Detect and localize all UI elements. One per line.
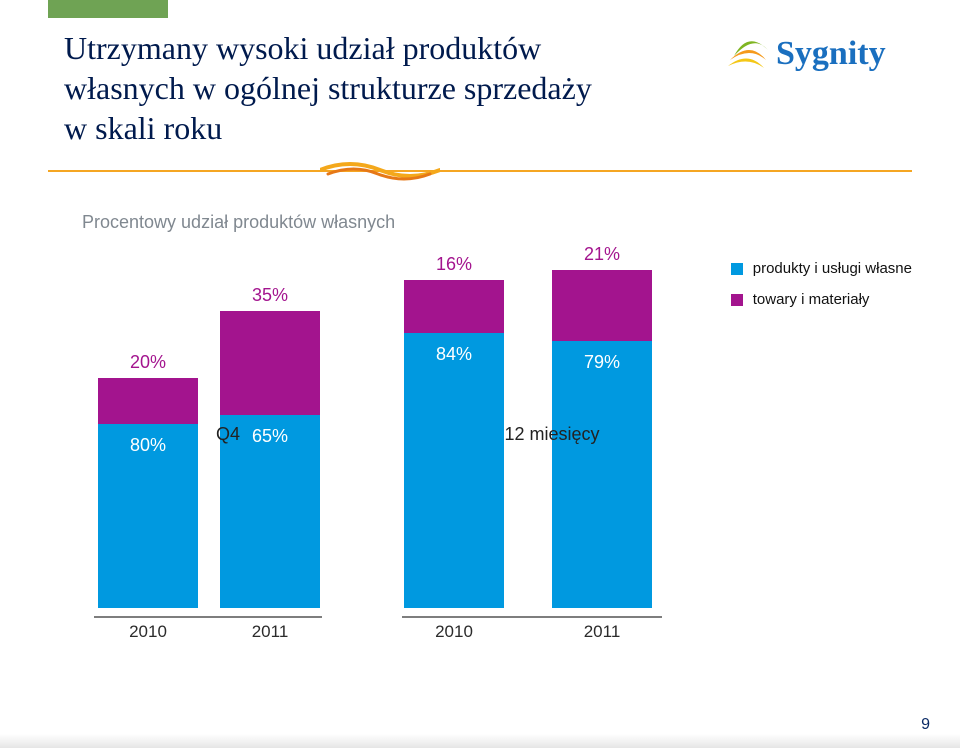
legend-item: produkty i usługi własne [731, 260, 912, 277]
bar-top-value: 16% [404, 254, 504, 275]
bar-top-value: 20% [98, 352, 198, 373]
legend-item: towary i materiały [731, 291, 912, 308]
x-axis-label: 2010 [98, 622, 198, 642]
bar-segment-top [220, 311, 320, 415]
title-line-2: własnych w ogólnej strukturze sprzedaży [64, 70, 592, 106]
footer-shadow [0, 734, 960, 748]
accent-bar [48, 0, 168, 18]
title-line-3: w skali roku [64, 110, 222, 146]
bar-segment-top [552, 270, 652, 341]
divider-swoosh-icon [320, 158, 440, 182]
legend-swatch-goods [731, 294, 743, 306]
chart-subtitle: Procentowy udział produktów własnych [82, 212, 395, 233]
x-axis-label: 2010 [404, 622, 504, 642]
bar-top-value: 35% [220, 285, 320, 306]
bar-segment-bottom: 79% [552, 341, 652, 608]
chart-group-label: Q4 [158, 424, 298, 445]
page-title: Utrzymany wysoki udział produktów własny… [64, 28, 592, 148]
slide-number: 9 [921, 716, 930, 734]
x-group-separator [402, 616, 662, 618]
bar-top-value: 21% [552, 244, 652, 265]
logo-text: Sygnity [776, 35, 886, 72]
x-group-separator [94, 616, 322, 618]
bar-segment-bottom: 80% [98, 424, 198, 608]
title-line-1: Utrzymany wysoki udział produktów [64, 30, 541, 66]
x-axis-label: 2011 [220, 622, 320, 642]
bar-segment-bottom: 84% [404, 333, 504, 608]
chart-legend: produkty i usługi własne towary i materi… [731, 260, 912, 322]
legend-swatch-own [731, 263, 743, 275]
chart-bar: 20%80% [98, 378, 198, 608]
x-axis-label: 2011 [552, 622, 652, 642]
chart-bar: 35%65% [220, 311, 320, 608]
sygnity-logo: Sygnity [722, 28, 912, 82]
legend-label: towary i materiały [753, 291, 870, 308]
stacked-bar-chart: 20%80%35%65%16%84%21%79% 201020112010201… [84, 268, 724, 648]
chart-group-label: 12 miesięcy [482, 424, 622, 445]
chart-x-labels: 2010 2011 2010 2011 [84, 616, 724, 648]
title-divider [48, 170, 912, 172]
bar-segment-top [404, 280, 504, 332]
legend-label: produkty i usługi własne [753, 260, 912, 277]
bar-segment-top [98, 378, 198, 424]
